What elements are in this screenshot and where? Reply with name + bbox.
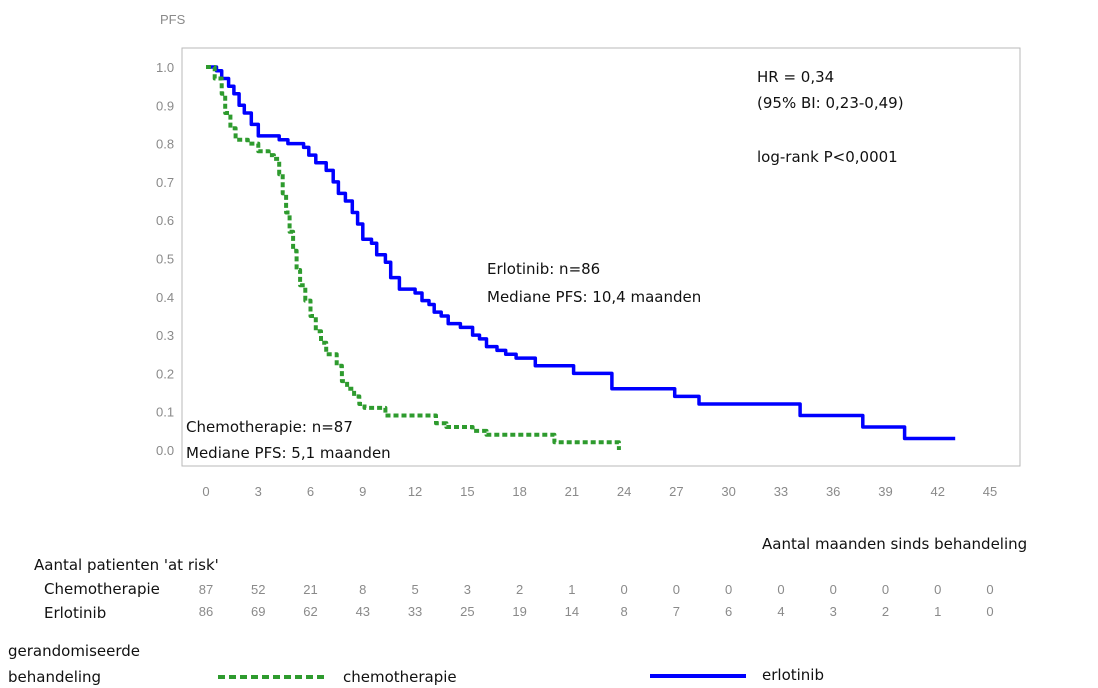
- erlotinib-median-label: Mediane PFS: 10,4 maanden: [487, 288, 701, 306]
- y-tick-label: 0.4: [156, 290, 174, 305]
- logrank-label: log-rank P<0,0001: [757, 148, 898, 166]
- x-tick-label: 3: [255, 484, 262, 499]
- y-tick-label: 0.6: [156, 213, 174, 228]
- at-risk-value: 21: [303, 582, 317, 597]
- at-risk-value: 7: [673, 604, 680, 619]
- at-risk-value: 0: [673, 582, 680, 597]
- x-tick-label: 18: [512, 484, 526, 499]
- survival-curves: [206, 65, 956, 450]
- at-risk-value: 0: [830, 582, 837, 597]
- x-tick-label: 39: [878, 484, 892, 499]
- y-tick-label: 0.1: [156, 405, 174, 420]
- hazard-ratio-label: HR = 0,34: [757, 68, 834, 86]
- x-tick-label: 27: [669, 484, 683, 499]
- x-tick-label: 9: [359, 484, 366, 499]
- at-risk-value: 87: [199, 582, 213, 597]
- at-risk-name-erlotinib: Erlotinib: [44, 604, 106, 622]
- plot-frame: [181, 47, 1021, 467]
- at-risk-title: Aantal patienten 'at risk': [34, 556, 219, 574]
- at-risk-value: 0: [725, 582, 732, 597]
- x-tick-label: 12: [408, 484, 422, 499]
- y-tick-label: 0.7: [156, 175, 174, 190]
- at-risk-value: 0: [777, 582, 784, 597]
- y-tick-label: 0.9: [156, 98, 174, 113]
- x-tick-labels: 0 3 6 9 12 15 18 21 24 27 30 33 36 39 42 45: [202, 484, 997, 499]
- x-tick-label: 30: [721, 484, 735, 499]
- x-tick-label: 36: [826, 484, 840, 499]
- y-axis-label: PFS: [160, 12, 186, 27]
- y-tick-label: 1.0: [156, 60, 174, 75]
- x-tick-label: 45: [983, 484, 997, 499]
- x-tick-label: 6: [307, 484, 314, 499]
- at-risk-value: 3: [830, 604, 837, 619]
- series-line-chemotherapie: [206, 65, 621, 450]
- legend-title-line2: behandeling: [8, 668, 101, 686]
- at-risk-value: 52: [251, 582, 265, 597]
- x-tick-label: 15: [460, 484, 474, 499]
- at-risk-value: 86: [199, 604, 213, 619]
- at-risk-value: 2: [882, 604, 889, 619]
- at-risk-value: 43: [356, 604, 370, 619]
- legend-label-erlotinib: erlotinib: [762, 666, 824, 684]
- at-risk-value: 1: [568, 582, 575, 597]
- at-risk-value: 33: [408, 604, 422, 619]
- x-tick-label: 21: [565, 484, 579, 499]
- y-tick-labels: 0.0 0.1 0.2 0.3 0.4 0.5 0.6 0.7 0.8 0.9 1.0: [156, 60, 174, 458]
- at-risk-value: 1: [934, 604, 941, 619]
- x-tick-label: 33: [774, 484, 788, 499]
- at-risk-value: 0: [934, 582, 941, 597]
- at-risk-value: 8: [359, 582, 366, 597]
- at-risk-value: 0: [621, 582, 628, 597]
- y-tick-label: 0.2: [156, 366, 174, 381]
- y-tick-label: 0.8: [156, 137, 174, 152]
- at-risk-value: 3: [464, 582, 471, 597]
- x-tick-label: 42: [930, 484, 944, 499]
- at-risk-value: 6: [725, 604, 732, 619]
- at-risk-value: 2: [516, 582, 523, 597]
- at-risk-value: 4: [777, 604, 784, 619]
- at-risk-value: 25: [460, 604, 474, 619]
- confidence-interval-label: (95% BI: 0,23-0,49): [757, 94, 904, 112]
- at-risk-value: 19: [512, 604, 526, 619]
- at-risk-value: 0: [986, 582, 993, 597]
- y-tick-label: 0.3: [156, 328, 174, 343]
- at-risk-value: 69: [251, 604, 265, 619]
- x-axis-label: Aantal maanden sinds behandeling: [762, 535, 1027, 553]
- y-tick-label: 0.5: [156, 252, 174, 267]
- y-tick-label: 0.0: [156, 443, 174, 458]
- at-risk-value: 14: [565, 604, 579, 619]
- at-risk-values: 87 52 21 8 5 3 2 1 0 0 0 0 0 0 0 086 69 62 43 33 25 19 14 8 7 6 4 3…: [199, 582, 994, 619]
- at-risk-name-chemo: Chemotherapie: [44, 580, 160, 598]
- legend-title-line1: gerandomiseerde: [8, 642, 140, 660]
- legend-label-chemotherapie: chemotherapie: [343, 668, 457, 686]
- series-line-erlotinib: [206, 65, 956, 441]
- at-risk-value: 0: [986, 604, 993, 619]
- at-risk-value: 5: [411, 582, 418, 597]
- chemo-median-label: Mediane PFS: 5,1 maanden: [186, 444, 391, 462]
- at-risk-value: 62: [303, 604, 317, 619]
- at-risk-value: 0: [882, 582, 889, 597]
- erlotinib-n-label: Erlotinib: n=86: [487, 260, 600, 278]
- x-tick-label: 0: [202, 484, 209, 499]
- x-tick-label: 24: [617, 484, 631, 499]
- at-risk-value: 8: [621, 604, 628, 619]
- chemo-n-label: Chemotherapie: n=87: [186, 418, 353, 436]
